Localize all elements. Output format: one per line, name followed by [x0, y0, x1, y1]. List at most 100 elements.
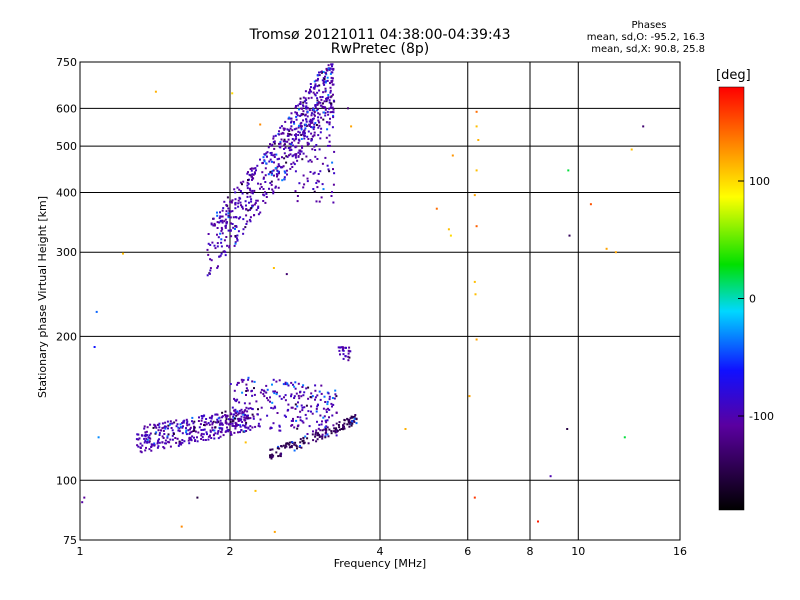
data-point — [290, 419, 293, 422]
data-point — [328, 416, 330, 419]
data-point — [339, 346, 342, 349]
data-point — [269, 448, 272, 451]
data-point — [233, 397, 236, 400]
data-point — [257, 205, 260, 208]
data-point — [313, 113, 316, 116]
data-point — [143, 437, 146, 440]
data-point — [296, 114, 299, 117]
data-point — [166, 420, 169, 423]
data-point — [297, 401, 299, 404]
data-point — [318, 434, 321, 436]
data-point — [316, 434, 319, 437]
data-point — [182, 425, 184, 428]
data-point — [299, 390, 302, 393]
data-point — [204, 424, 207, 427]
data-point — [279, 142, 282, 145]
data-point — [242, 232, 245, 235]
data-point — [253, 380, 256, 383]
data-point — [302, 104, 304, 107]
data-point — [322, 407, 325, 410]
data-point — [323, 83, 326, 86]
data-point — [150, 449, 153, 452]
data-point — [244, 423, 247, 426]
data-point — [296, 447, 298, 450]
data-point — [328, 428, 331, 431]
data-point — [311, 433, 314, 436]
data-point — [305, 387, 308, 390]
data-point — [241, 391, 244, 394]
data-point — [338, 421, 341, 424]
data-point — [302, 394, 305, 397]
data-point — [226, 244, 229, 247]
data-point — [154, 432, 157, 435]
data-point — [177, 426, 180, 429]
data-point — [289, 117, 292, 120]
data-point — [211, 426, 214, 429]
data-point — [297, 126, 300, 129]
data-point — [223, 220, 226, 223]
data-point — [161, 435, 164, 438]
data-point — [347, 352, 350, 355]
data-point — [449, 234, 452, 237]
data-point — [330, 80, 333, 83]
data-point — [567, 169, 570, 172]
data-point — [239, 181, 242, 184]
data-point — [285, 415, 287, 418]
data-point — [279, 453, 282, 456]
data-point — [234, 408, 237, 411]
data-point — [171, 438, 174, 441]
data-point — [171, 429, 174, 432]
data-point — [241, 421, 244, 423]
data-point — [185, 427, 187, 430]
data-point — [328, 68, 331, 71]
data-point — [475, 225, 478, 228]
data-point — [251, 192, 254, 195]
data-point — [230, 201, 233, 204]
data-point — [220, 238, 223, 241]
data-point — [304, 113, 307, 116]
data-point — [304, 123, 307, 126]
data-point — [332, 68, 335, 71]
grid-lines — [80, 62, 680, 540]
data-point — [221, 228, 224, 231]
data-point — [331, 191, 333, 194]
data-point — [200, 432, 203, 435]
data-point — [310, 126, 313, 128]
data-point — [300, 404, 303, 407]
data-point — [145, 437, 148, 440]
data-point — [220, 229, 223, 232]
data-point — [324, 106, 327, 109]
data-point — [351, 422, 354, 425]
data-point — [294, 407, 297, 410]
data-point — [349, 350, 352, 353]
data-point — [310, 410, 312, 413]
data-point — [158, 432, 161, 435]
data-point — [269, 454, 271, 457]
data-point — [169, 420, 172, 423]
data-point — [137, 438, 140, 441]
data-point — [328, 107, 331, 110]
data-point — [155, 431, 158, 434]
data-point — [348, 422, 351, 425]
data-point — [330, 430, 333, 433]
data-point — [233, 413, 236, 416]
data-point — [306, 177, 309, 180]
data-point — [200, 429, 203, 431]
data-point — [281, 156, 283, 159]
data-point — [193, 436, 195, 439]
data-point — [288, 133, 291, 136]
data-point — [194, 430, 197, 433]
data-point — [242, 180, 245, 183]
data-point — [180, 525, 183, 528]
data-point — [233, 389, 236, 392]
data-point — [302, 101, 305, 104]
data-point — [313, 93, 316, 96]
data-point — [302, 119, 304, 122]
data-point — [301, 386, 304, 388]
data-point — [244, 413, 247, 416]
data-point — [276, 158, 279, 161]
data-point — [287, 132, 290, 135]
data-point — [330, 195, 333, 197]
data-point — [228, 246, 231, 249]
data-point — [296, 195, 299, 197]
